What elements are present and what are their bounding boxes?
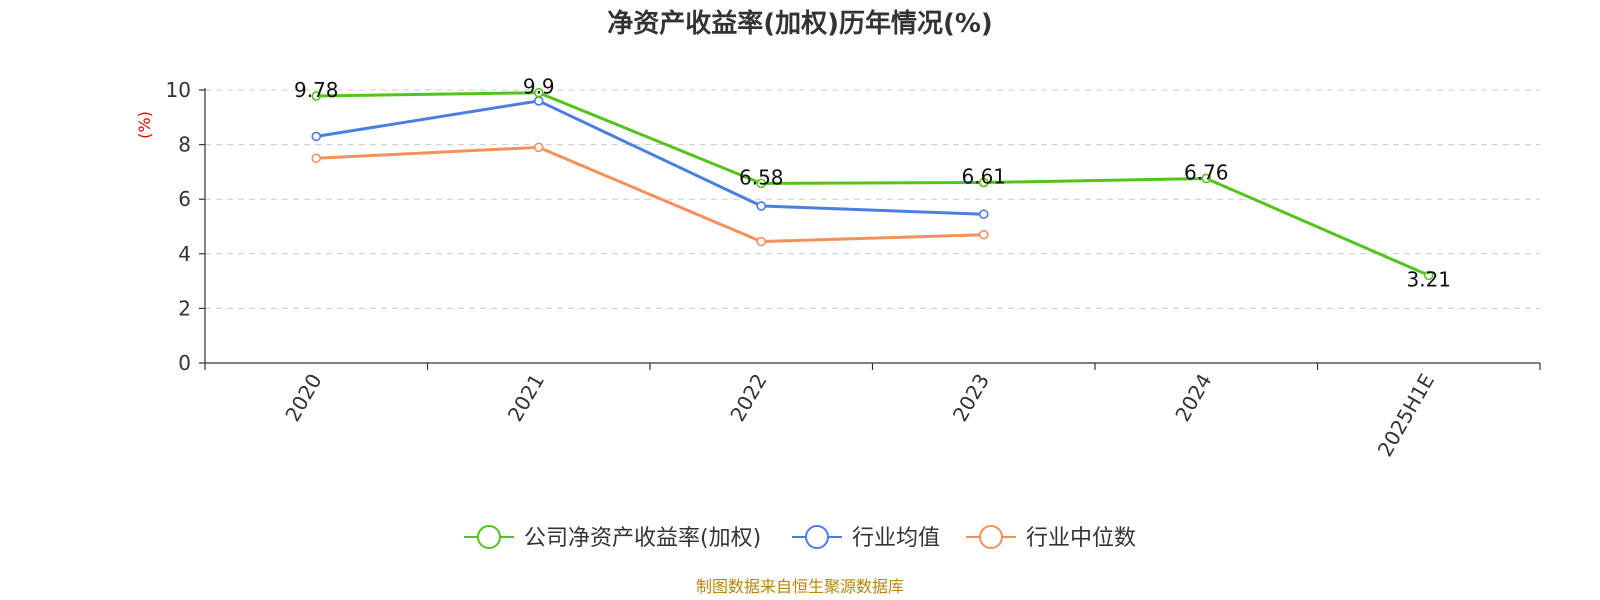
- legend-item: 公司净资产收益率(加权): [464, 525, 761, 551]
- data-point: [756, 178, 767, 189]
- legend-label: 行业中位数: [1026, 526, 1136, 551]
- y-tick-label: 2: [178, 296, 191, 320]
- legend: 公司净资产收益率(加权) 行业均值 行业中位数: [464, 525, 1136, 551]
- y-tick-label: 10: [166, 78, 191, 102]
- data-point: [533, 87, 544, 98]
- legend-label: 公司净资产收益率(加权): [524, 526, 761, 551]
- data-point: [311, 91, 322, 101]
- legend-label: 行业均值: [852, 526, 940, 551]
- x-tick-label: 2025H1E: [1373, 370, 1439, 461]
- legend-item: 行业中位数: [966, 525, 1136, 551]
- data-point: [311, 131, 322, 142]
- data-point: [756, 236, 767, 247]
- axes: 0 2 4 6 8 10 2020 2021 2022 2023 2024 2025H1E: [166, 78, 1541, 461]
- series-line: [316, 145, 984, 244]
- series-group: 9.78 9.9 6.58 6.61 6.76 3.21: [294, 75, 1451, 292]
- data-point: [756, 201, 767, 211]
- series-2: [311, 142, 989, 247]
- legend-marker-icon: [477, 525, 501, 549]
- data-point: [311, 153, 322, 164]
- y-tick-label: 6: [178, 187, 191, 211]
- y-tick-label: 4: [178, 242, 191, 266]
- data-label: 9.9: [523, 75, 555, 99]
- data-point: [978, 177, 989, 188]
- source-note: 制图数据来自恒生聚源数据库: [696, 577, 904, 596]
- legend-item: 行业均值: [792, 525, 940, 551]
- y-axis-label: (%): [135, 111, 154, 139]
- x-tick-label: 2023: [948, 370, 994, 426]
- series-line: [316, 99, 984, 216]
- x-tick-label: 2024: [1170, 370, 1216, 426]
- legend-marker-icon: [805, 525, 829, 549]
- x-tick-label: 2021: [503, 370, 549, 426]
- legend-marker-icon: [979, 525, 1003, 549]
- data-point: [533, 142, 544, 153]
- y-tick-label: 0: [178, 351, 191, 375]
- data-label: 9.78: [294, 78, 339, 102]
- x-tick-label: 2020: [280, 370, 326, 426]
- data-point: [1201, 173, 1212, 184]
- data-point: [978, 229, 989, 240]
- data-label: 6.58: [739, 165, 784, 189]
- chart-title: 净资产收益率(加权)历年情况(%): [607, 8, 993, 39]
- data-label: 6.76: [1184, 160, 1229, 184]
- series-0: 9.78 9.9 6.58 6.61 6.76 3.21: [294, 75, 1451, 292]
- data-point: [1423, 270, 1434, 281]
- series-line: [316, 91, 1430, 277]
- x-tick-label: 2022: [725, 370, 771, 426]
- data-label: 6.61: [961, 165, 1006, 189]
- grid-lines: [205, 89, 1540, 309]
- y-tick-label: 8: [178, 133, 191, 157]
- data-label: 3.21: [1406, 267, 1451, 291]
- data-point: [978, 209, 989, 220]
- series-1: [311, 96, 989, 220]
